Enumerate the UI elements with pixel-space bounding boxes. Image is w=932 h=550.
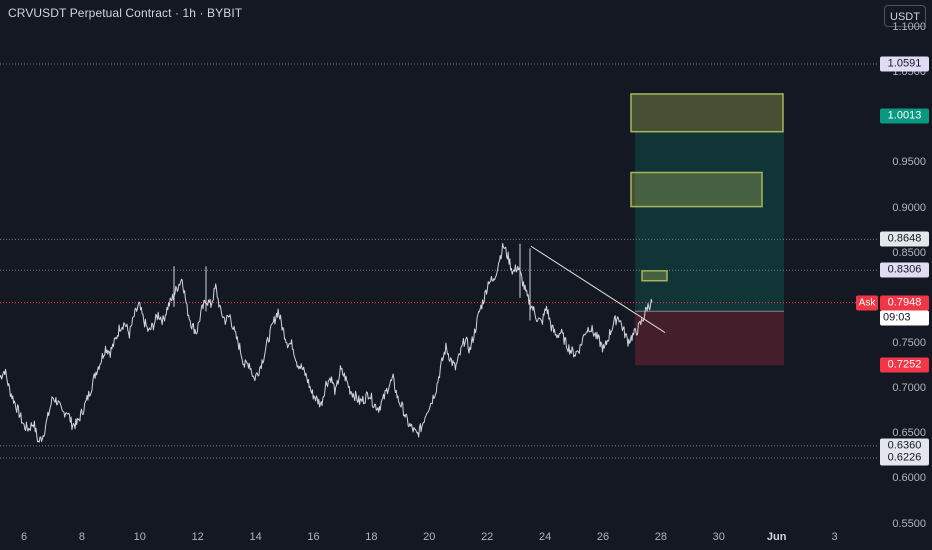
price-path xyxy=(0,242,653,443)
time-tick-label: 3 xyxy=(831,531,838,543)
price-tick-label: 0.9000 xyxy=(892,201,926,214)
price-level-label: 0.7948 xyxy=(880,295,929,311)
price-level-label: 0.8648 xyxy=(880,231,929,247)
price-tick-label: 0.6000 xyxy=(892,472,926,485)
position-tool[interactable] xyxy=(630,93,784,366)
price-tick-label: 0.8500 xyxy=(892,246,926,259)
trendline[interactable] xyxy=(530,245,666,333)
ask-label: Ask xyxy=(856,295,878,311)
price-level-label: 0.7252 xyxy=(880,357,929,373)
loss-zone xyxy=(635,311,784,366)
time-tick-label: 12 xyxy=(191,531,204,543)
time-tick-label: 30 xyxy=(712,531,725,543)
middle-target-zone xyxy=(630,171,763,208)
price-tick-label: 0.6500 xyxy=(892,427,926,440)
time-tick-label: Jun xyxy=(766,531,787,543)
price-level-label: 0.8306 xyxy=(880,262,929,278)
horizontal-levels[interactable] xyxy=(0,63,878,459)
time-tick-label: 20 xyxy=(423,531,436,543)
time-tick-label: 6 xyxy=(20,531,28,543)
time-tick-label: 8 xyxy=(78,531,85,543)
price-level-label: 1.0013 xyxy=(880,108,929,124)
time-tick-label: 28 xyxy=(654,531,668,543)
time-tick-label: 22 xyxy=(481,531,494,543)
price-tick-label: 0.9500 xyxy=(892,156,926,169)
time-tick-label: 16 xyxy=(307,531,320,543)
small-entry-box xyxy=(641,270,668,282)
price-series xyxy=(0,242,653,443)
profit-zone xyxy=(635,131,784,312)
price-tick-label: 1.1000 xyxy=(892,21,926,34)
bar-countdown: 09:03 xyxy=(880,310,929,326)
price-level-label: 0.6360 xyxy=(880,438,929,454)
price-level-label: 0.6226 xyxy=(880,450,929,466)
trendline-segment xyxy=(530,245,666,333)
time-tick-label: 18 xyxy=(365,531,378,543)
price-tick-label: 0.7000 xyxy=(892,382,926,395)
upper-target-zone xyxy=(630,93,784,133)
currency-button[interactable]: USDT xyxy=(884,5,926,27)
time-tick-label: 14 xyxy=(249,531,262,543)
price-level-label: 1.0591 xyxy=(880,56,929,72)
chart-title: CRVUSDT Perpetual Contract · 1h · BYBIT xyxy=(8,6,243,20)
time-tick-label: 10 xyxy=(133,531,146,543)
price-tick-label: 0.5500 xyxy=(892,517,926,530)
price-tick-label: 0.7500 xyxy=(892,337,926,349)
time-tick-label: 26 xyxy=(596,531,610,543)
time-tick-label: 24 xyxy=(538,531,552,543)
